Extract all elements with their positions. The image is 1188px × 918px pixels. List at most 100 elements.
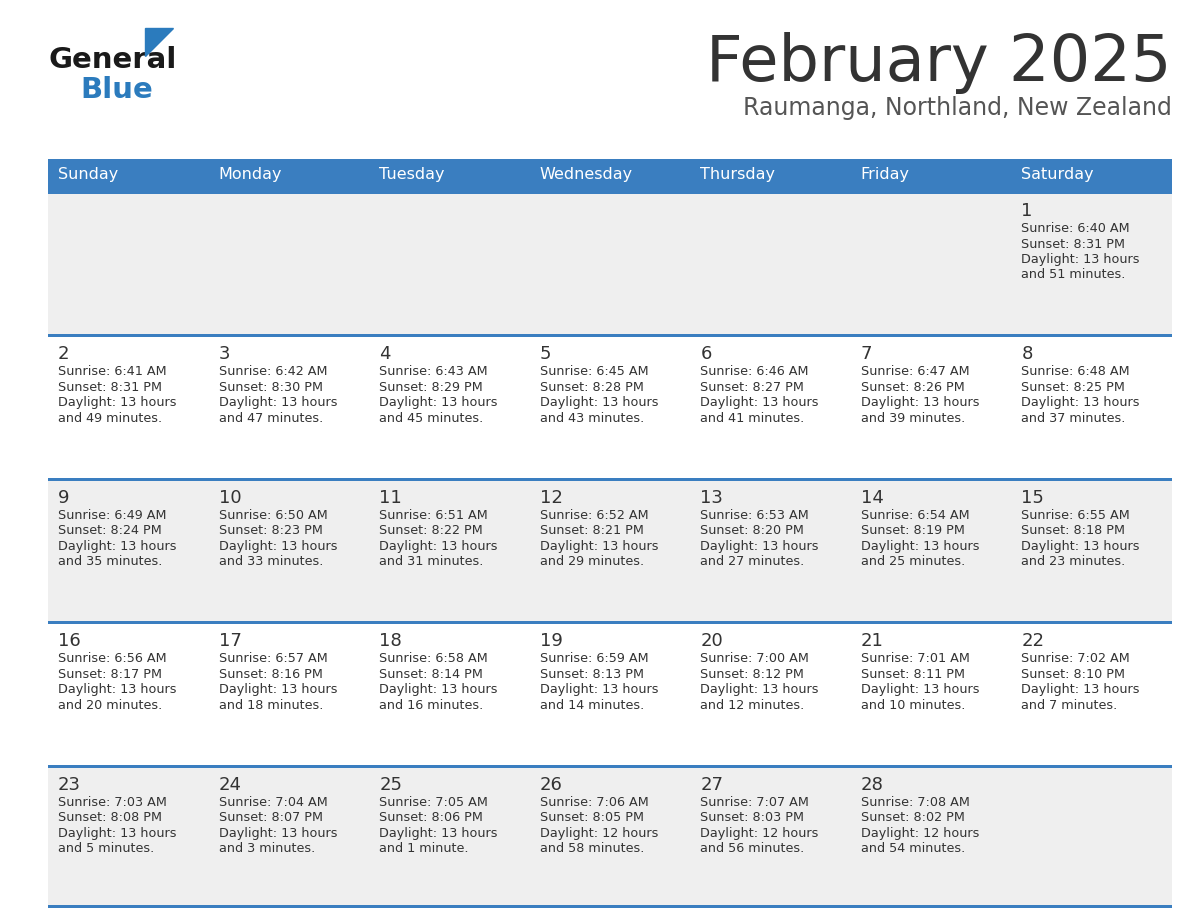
Text: Friday: Friday: [861, 167, 910, 183]
Text: Sunrise: 6:59 AM: Sunrise: 6:59 AM: [539, 652, 649, 666]
Text: Sunset: 8:07 PM: Sunset: 8:07 PM: [219, 812, 323, 824]
Text: Sunset: 8:16 PM: Sunset: 8:16 PM: [219, 667, 322, 681]
Text: Sunset: 8:14 PM: Sunset: 8:14 PM: [379, 667, 484, 681]
Bar: [1011, 194, 1173, 334]
Bar: [1011, 767, 1173, 908]
Text: 7: 7: [861, 345, 872, 364]
Text: Daylight: 13 hours: Daylight: 13 hours: [219, 397, 337, 409]
Text: Sunset: 8:24 PM: Sunset: 8:24 PM: [58, 524, 162, 537]
Text: Sunrise: 6:54 AM: Sunrise: 6:54 AM: [861, 509, 969, 521]
Text: Sunrise: 6:46 AM: Sunrise: 6:46 AM: [700, 365, 809, 378]
Text: and 58 minutes.: and 58 minutes.: [539, 842, 644, 855]
Text: and 27 minutes.: and 27 minutes.: [700, 555, 804, 568]
Text: and 18 minutes.: and 18 minutes.: [219, 699, 323, 711]
Text: Sunset: 8:27 PM: Sunset: 8:27 PM: [700, 381, 804, 394]
Text: 19: 19: [539, 633, 563, 650]
Text: and 51 minutes.: and 51 minutes.: [1022, 268, 1126, 282]
Text: and 49 minutes.: and 49 minutes.: [58, 412, 162, 425]
Text: Daylight: 12 hours: Daylight: 12 hours: [700, 826, 819, 840]
Bar: [851, 194, 1011, 334]
Text: Sunrise: 6:47 AM: Sunrise: 6:47 AM: [861, 365, 969, 378]
Bar: [48, 481, 209, 621]
Text: 11: 11: [379, 488, 402, 507]
Bar: [851, 159, 1011, 191]
Text: Sunrise: 7:04 AM: Sunrise: 7:04 AM: [219, 796, 328, 809]
Text: Sunrise: 6:43 AM: Sunrise: 6:43 AM: [379, 365, 488, 378]
Text: Daylight: 13 hours: Daylight: 13 hours: [219, 683, 337, 696]
Text: and 41 minutes.: and 41 minutes.: [700, 412, 804, 425]
Text: Sunset: 8:30 PM: Sunset: 8:30 PM: [219, 381, 323, 394]
Text: 24: 24: [219, 776, 241, 793]
Text: and 10 minutes.: and 10 minutes.: [861, 699, 965, 711]
Text: and 7 minutes.: and 7 minutes.: [1022, 699, 1118, 711]
Text: Sunset: 8:05 PM: Sunset: 8:05 PM: [539, 812, 644, 824]
Text: Sunset: 8:17 PM: Sunset: 8:17 PM: [58, 667, 162, 681]
Text: Sunset: 8:06 PM: Sunset: 8:06 PM: [379, 812, 484, 824]
Bar: [690, 767, 851, 908]
Text: 28: 28: [861, 776, 884, 793]
Text: Sunrise: 7:01 AM: Sunrise: 7:01 AM: [861, 652, 969, 666]
Text: 12: 12: [539, 488, 563, 507]
Bar: [369, 194, 530, 334]
Text: 3: 3: [219, 345, 230, 364]
Text: Sunset: 8:29 PM: Sunset: 8:29 PM: [379, 381, 482, 394]
Text: and 47 minutes.: and 47 minutes.: [219, 412, 323, 425]
Text: Sunrise: 6:51 AM: Sunrise: 6:51 AM: [379, 509, 488, 521]
Bar: [209, 338, 369, 477]
Text: Sunrise: 6:42 AM: Sunrise: 6:42 AM: [219, 365, 327, 378]
Text: 18: 18: [379, 633, 402, 650]
Bar: [530, 481, 690, 621]
Bar: [48, 765, 1173, 767]
Text: Sunrise: 6:50 AM: Sunrise: 6:50 AM: [219, 509, 328, 521]
Text: Daylight: 13 hours: Daylight: 13 hours: [1022, 683, 1140, 696]
Bar: [209, 481, 369, 621]
Text: 21: 21: [861, 633, 884, 650]
Text: Thursday: Thursday: [700, 167, 776, 183]
Bar: [530, 159, 690, 191]
Bar: [369, 338, 530, 477]
Text: Daylight: 12 hours: Daylight: 12 hours: [539, 826, 658, 840]
Text: Daylight: 13 hours: Daylight: 13 hours: [219, 540, 337, 553]
Text: 23: 23: [58, 776, 81, 793]
Text: Sunrise: 6:58 AM: Sunrise: 6:58 AM: [379, 652, 488, 666]
Text: Sunrise: 6:56 AM: Sunrise: 6:56 AM: [58, 652, 166, 666]
Text: and 54 minutes.: and 54 minutes.: [861, 842, 965, 855]
Text: Daylight: 13 hours: Daylight: 13 hours: [58, 540, 177, 553]
Text: Blue: Blue: [80, 76, 153, 104]
Bar: [48, 194, 209, 334]
Bar: [48, 767, 209, 908]
Bar: [690, 481, 851, 621]
Text: and 35 minutes.: and 35 minutes.: [58, 555, 163, 568]
Text: Daylight: 13 hours: Daylight: 13 hours: [539, 397, 658, 409]
Bar: [1011, 159, 1173, 191]
Text: Sunday: Sunday: [58, 167, 119, 183]
Bar: [369, 767, 530, 908]
Text: Daylight: 13 hours: Daylight: 13 hours: [1022, 397, 1140, 409]
Bar: [1011, 624, 1173, 765]
Text: Monday: Monday: [219, 167, 282, 183]
Text: Sunrise: 7:00 AM: Sunrise: 7:00 AM: [700, 652, 809, 666]
Text: February 2025: February 2025: [707, 32, 1173, 94]
Text: Sunset: 8:13 PM: Sunset: 8:13 PM: [539, 667, 644, 681]
Text: and 14 minutes.: and 14 minutes.: [539, 699, 644, 711]
Text: Sunrise: 6:53 AM: Sunrise: 6:53 AM: [700, 509, 809, 521]
Text: and 23 minutes.: and 23 minutes.: [1022, 555, 1126, 568]
Text: Daylight: 13 hours: Daylight: 13 hours: [539, 683, 658, 696]
Text: 6: 6: [700, 345, 712, 364]
Text: Sunset: 8:21 PM: Sunset: 8:21 PM: [539, 524, 644, 537]
Text: 25: 25: [379, 776, 403, 793]
Bar: [690, 338, 851, 477]
Text: Daylight: 13 hours: Daylight: 13 hours: [1022, 253, 1140, 266]
Text: 20: 20: [700, 633, 723, 650]
Bar: [209, 159, 369, 191]
Text: and 39 minutes.: and 39 minutes.: [861, 412, 965, 425]
Text: Daylight: 13 hours: Daylight: 13 hours: [379, 826, 498, 840]
Bar: [851, 481, 1011, 621]
Text: Daylight: 13 hours: Daylight: 13 hours: [861, 683, 979, 696]
Text: Sunset: 8:20 PM: Sunset: 8:20 PM: [700, 524, 804, 537]
Bar: [48, 191, 1173, 194]
Text: Sunset: 8:25 PM: Sunset: 8:25 PM: [1022, 381, 1125, 394]
Bar: [209, 194, 369, 334]
Text: Daylight: 13 hours: Daylight: 13 hours: [539, 540, 658, 553]
Bar: [851, 338, 1011, 477]
